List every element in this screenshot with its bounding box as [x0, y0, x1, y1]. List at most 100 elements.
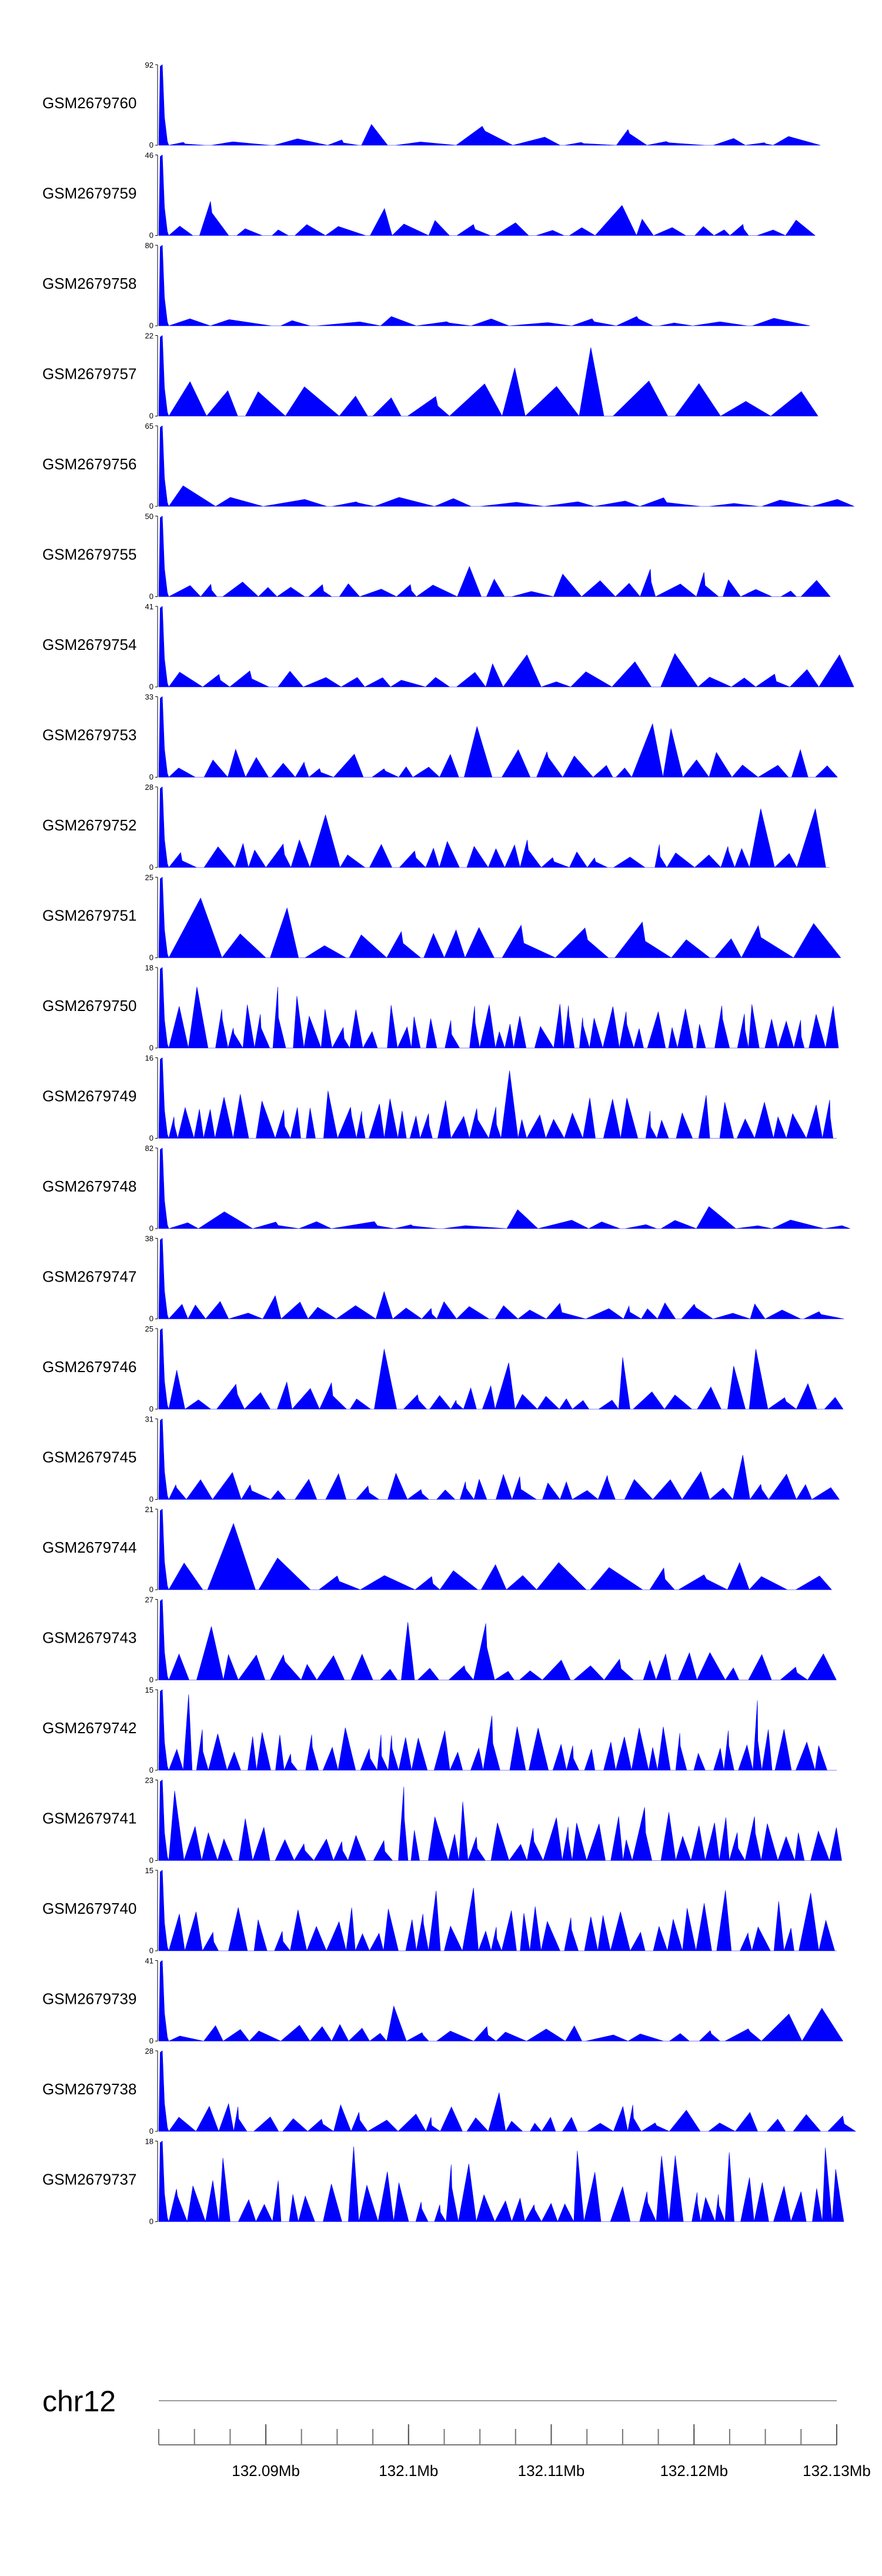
- y-max-label: 46: [145, 151, 153, 160]
- y-min-label: 0: [149, 1946, 153, 1955]
- track-label: GSM2679759: [42, 185, 136, 202]
- track-label: GSM2679748: [42, 1177, 136, 1195]
- y-min-label: 0: [149, 773, 153, 782]
- axis-tick-label: 132.11Mb: [518, 2462, 585, 2480]
- y-min-label: 0: [149, 1043, 153, 1052]
- y-max-label: 15: [145, 1686, 153, 1694]
- coverage-area: [158, 154, 816, 236]
- y-max-label: 18: [145, 2137, 153, 2146]
- y-max-label: 15: [145, 1866, 153, 1875]
- track-label: GSM2679760: [42, 94, 136, 112]
- coverage-area: [158, 245, 810, 326]
- track-label: GSM2679741: [42, 1810, 136, 1827]
- track-label: GSM2679739: [42, 1990, 136, 2008]
- axis-tick-label: 132.12Mb: [660, 2462, 728, 2480]
- coverage-area: [158, 64, 821, 146]
- coverage-track: GSM2679746 25 0: [42, 1324, 844, 1413]
- axis-tick-label: 132.1Mb: [379, 2462, 438, 2480]
- coverage-area: [158, 1509, 832, 1590]
- coverage-area: [158, 696, 838, 778]
- coverage-track: GSM2679754 41 0: [42, 602, 854, 691]
- coverage-track: GSM2679757 22 0: [42, 332, 818, 421]
- axis-tick-labels: 132.09Mb 132.1Mb 132.11Mb 132.12Mb 132.13Mb: [232, 2462, 871, 2480]
- track-label: GSM2679756: [42, 455, 136, 473]
- coverage-track: GSM2679745 31 0: [42, 1415, 840, 1504]
- coverage-track: GSM2679749 16 0: [42, 1054, 837, 1143]
- coverage-area: [158, 1057, 837, 1139]
- coverage-track: GSM2679756 65 0: [42, 422, 854, 510]
- coverage-track: GSM2679758 80 0: [42, 241, 810, 330]
- coverage-area: [158, 967, 839, 1049]
- coverage-track: GSM2679751 25 0: [42, 873, 841, 962]
- y-min-label: 0: [149, 953, 153, 962]
- track-label: GSM2679757: [42, 365, 136, 383]
- y-max-label: 50: [145, 512, 153, 521]
- y-min-label: 0: [149, 682, 153, 691]
- coverage-track: GSM2679740 15 0: [42, 1866, 837, 1955]
- y-min-label: 0: [149, 231, 153, 240]
- coverage-track: GSM2679759 46 0: [42, 151, 816, 240]
- track-label: GSM2679749: [42, 1087, 136, 1105]
- y-max-label: 82: [145, 1144, 153, 1153]
- coverage-track: GSM2679748 82 0: [42, 1144, 850, 1233]
- y-min-label: 0: [149, 2217, 153, 2226]
- coverage-area: [158, 786, 830, 869]
- track-label: GSM2679742: [42, 1719, 136, 1737]
- coverage-area: [158, 1599, 837, 1681]
- y-max-label: 22: [145, 332, 153, 341]
- y-max-label: 80: [145, 241, 153, 250]
- y-min-label: 0: [149, 321, 153, 330]
- track-label: GSM2679752: [42, 816, 136, 834]
- track-label: GSM2679738: [42, 2080, 136, 2098]
- y-min-label: 0: [149, 412, 153, 421]
- coverage-area: [158, 1960, 844, 2042]
- y-max-label: 27: [145, 1596, 153, 1604]
- y-min-label: 0: [149, 2037, 153, 2046]
- y-max-label: 23: [145, 1776, 153, 1785]
- track-label: GSM2679747: [42, 1268, 136, 1286]
- coverage-track: GSM2679755 50 0: [42, 512, 831, 601]
- coverage-area: [158, 1147, 850, 1229]
- y-max-label: 41: [145, 1957, 153, 1966]
- coverage-area: [158, 606, 854, 688]
- coverage-area: [158, 1418, 840, 1500]
- track-label: GSM2679746: [42, 1358, 136, 1376]
- y-min-label: 0: [149, 863, 153, 872]
- y-max-label: 38: [145, 1234, 153, 1243]
- y-min-label: 0: [149, 502, 153, 510]
- y-min-label: 0: [149, 1314, 153, 1323]
- y-min-label: 0: [149, 1134, 153, 1143]
- y-max-label: 21: [145, 1505, 153, 1514]
- coverage-track: GSM2679750 18 0: [42, 963, 839, 1052]
- y-min-label: 0: [149, 1585, 153, 1594]
- genome-axis: chr12 132.09Mb 132.1Mb 132.11Mb 132.12Mb 132…: [42, 2385, 871, 2480]
- coverage-track: GSM2679744 21 0: [42, 1505, 832, 1594]
- coverage-track: GSM2679737 18 0: [42, 2137, 844, 2226]
- track-label: GSM2679750: [42, 997, 136, 1015]
- coverage-area: [158, 1779, 842, 1861]
- track-label: GSM2679754: [42, 636, 136, 653]
- y-min-label: 0: [149, 1766, 153, 1774]
- coverage-tracks: GSM2679760920GSM2679759460GSM2679758800G…: [42, 61, 857, 2226]
- y-max-label: 28: [145, 2047, 153, 2056]
- coverage-area: [158, 1689, 837, 1771]
- y-max-label: 41: [145, 602, 153, 611]
- track-label: GSM2679743: [42, 1629, 136, 1647]
- coverage-track: GSM2679743 27 0: [42, 1596, 837, 1684]
- y-min-label: 0: [149, 141, 153, 149]
- coverage-track: GSM2679741 23 0: [42, 1776, 842, 1865]
- track-label: GSM2679745: [42, 1449, 136, 1466]
- track-label: GSM2679755: [42, 546, 136, 563]
- y-max-label: 16: [145, 1054, 153, 1063]
- y-max-label: 92: [145, 61, 153, 69]
- y-min-label: 0: [149, 592, 153, 601]
- coverage-track: GSM2679738 28 0: [42, 2047, 857, 2135]
- track-label: GSM2679753: [42, 726, 136, 744]
- coverage-track: GSM2679760 92 0: [42, 61, 821, 149]
- coverage-area: [158, 876, 841, 959]
- coverage-area: [158, 2050, 857, 2132]
- y-min-label: 0: [149, 1856, 153, 1865]
- y-max-label: 25: [145, 873, 153, 882]
- y-min-label: 0: [149, 1495, 153, 1504]
- coverage-area: [158, 335, 818, 417]
